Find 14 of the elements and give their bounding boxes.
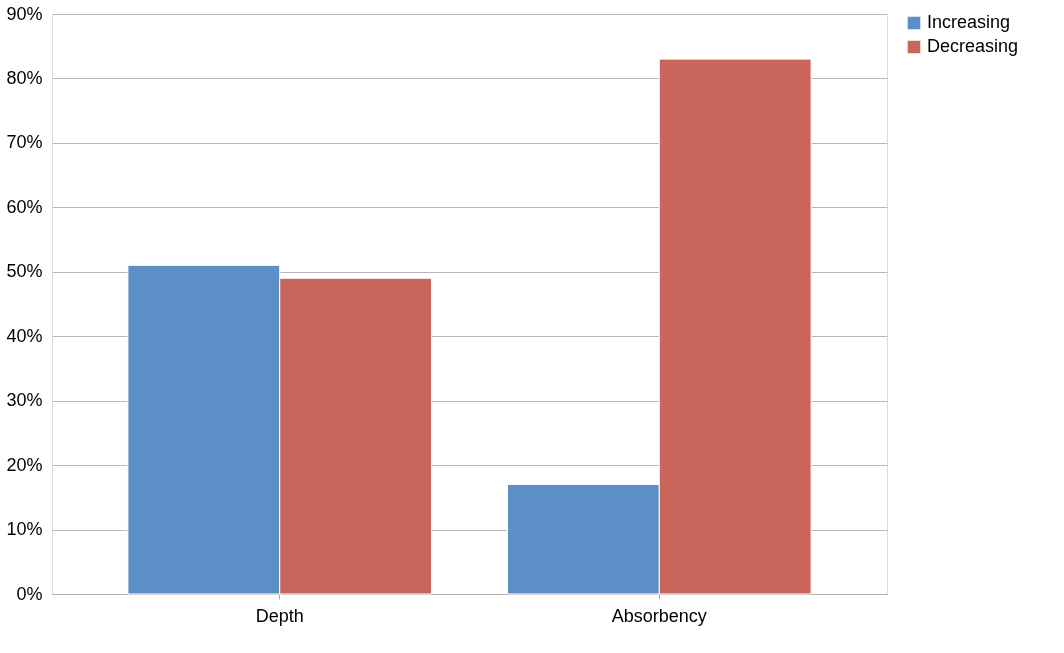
y-tick-label: 70% bbox=[6, 132, 43, 153]
y-tick-label: 30% bbox=[6, 390, 43, 411]
y-tick-label: 60% bbox=[6, 196, 43, 217]
y-tick-label: 0% bbox=[16, 583, 43, 604]
y-tick-label: 10% bbox=[6, 519, 43, 540]
y-tick-label: 20% bbox=[6, 454, 43, 475]
y-tick-label: 50% bbox=[6, 261, 43, 282]
y-tick-label: 40% bbox=[6, 325, 43, 346]
x-tick-label: Depth bbox=[255, 605, 304, 626]
legend-label: Decreasing bbox=[927, 36, 1019, 56]
y-tick-label: 80% bbox=[6, 67, 43, 88]
legend-label: Increasing bbox=[927, 12, 1011, 32]
y-tick-label: 90% bbox=[6, 3, 43, 24]
x-tick-label: Absorbency bbox=[611, 605, 707, 626]
